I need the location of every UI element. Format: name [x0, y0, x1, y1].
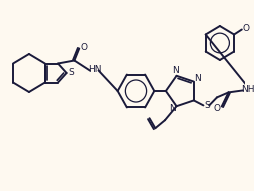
Text: O: O: [81, 43, 88, 52]
Text: HN: HN: [88, 65, 101, 74]
Text: S: S: [69, 67, 74, 77]
Text: O: O: [213, 104, 220, 113]
Text: NH: NH: [241, 85, 254, 94]
Text: S: S: [204, 101, 210, 110]
Text: N: N: [169, 104, 176, 113]
Text: N: N: [194, 74, 201, 83]
Text: N: N: [172, 66, 179, 75]
Text: O: O: [242, 24, 249, 33]
